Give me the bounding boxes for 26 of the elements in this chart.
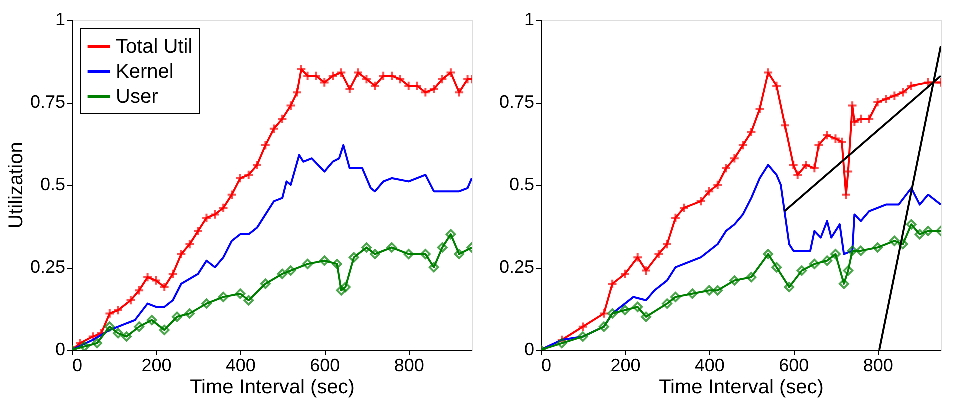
y-tick-label: 0 xyxy=(55,340,66,360)
y-tick-label: 0.75 xyxy=(30,92,66,112)
y-tick-label: 0.25 xyxy=(30,257,66,277)
y-tick-label: 0.75 xyxy=(499,92,534,112)
y-tick-label: 1 xyxy=(55,10,66,30)
x-tick-label: 0 xyxy=(542,356,552,376)
y-axis-title: Utilization xyxy=(5,142,28,229)
y-tick-label: 0.5 xyxy=(40,174,66,194)
legend-label: Total Util xyxy=(116,36,193,58)
y-tick-label: 1 xyxy=(524,10,534,30)
x-tick-label: 600 xyxy=(310,356,340,376)
y-tick-label: 0.25 xyxy=(499,257,534,277)
legend-label: User xyxy=(116,86,159,108)
x-tick-label: 800 xyxy=(394,356,424,376)
x-tick-label: 400 xyxy=(226,356,256,376)
y-tick-label: 0 xyxy=(524,340,534,360)
x-tick-label: 200 xyxy=(610,356,641,376)
y-tick-label: 0.5 xyxy=(509,174,534,194)
x-tick-label: 800 xyxy=(863,356,894,376)
legend-label: Kernel xyxy=(116,61,174,83)
x-tick-label: 200 xyxy=(142,356,172,376)
x-axis-title: Time Interval (sec) xyxy=(659,376,824,398)
x-axis-title: Time Interval (sec) xyxy=(190,376,355,398)
x-tick-label: 0 xyxy=(72,356,83,376)
x-tick-label: 400 xyxy=(694,356,725,376)
x-tick-label: 600 xyxy=(779,356,810,376)
